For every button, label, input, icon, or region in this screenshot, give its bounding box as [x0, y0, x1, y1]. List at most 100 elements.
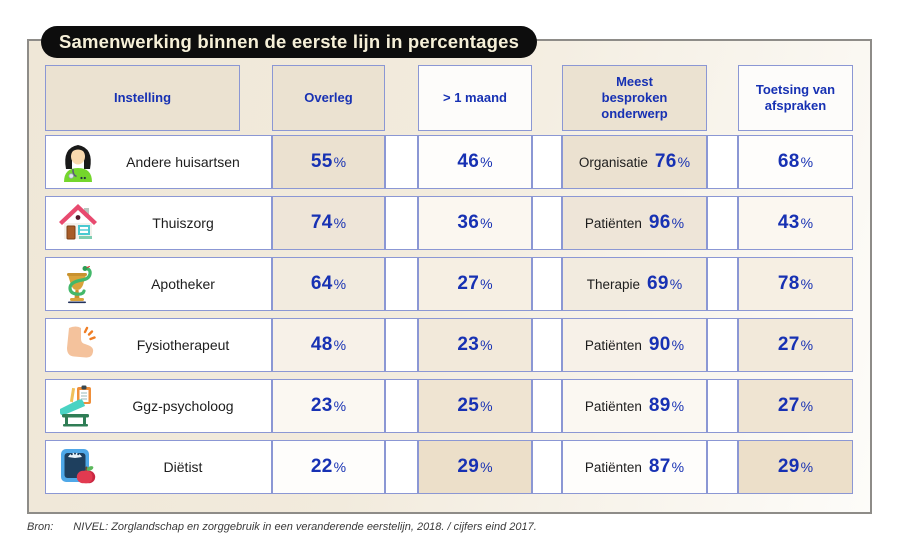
house-icon: [55, 200, 101, 246]
percent-sign: %: [800, 398, 814, 414]
source-text: NIVEL: Zorglandschap en zorggebruik in e…: [73, 521, 537, 533]
cell-onderwerp: Patiënten 96%: [562, 196, 707, 250]
cell-onderwerp: Therapie 69%: [562, 257, 707, 311]
page-title: Samenwerking binnen de eerste lijn in pe…: [41, 26, 538, 58]
spacer-cell: [532, 318, 562, 372]
row-label: Ggz-psycholoog: [132, 398, 234, 414]
cell-toetsing: 27%: [738, 379, 853, 433]
table-row: Apotheker 64% 27% Therapie 69% 78%: [45, 257, 853, 311]
cell-maand: 46%: [418, 135, 532, 189]
percent-sign: %: [800, 154, 814, 170]
cell-onderwerp: Patiënten 89%: [562, 379, 707, 433]
overleg-value: 74: [310, 212, 333, 233]
spacer-cell: [532, 135, 562, 189]
cell-onderwerp: Patiënten 90%: [562, 318, 707, 372]
cell-toetsing: 43%: [738, 196, 853, 250]
toetsing-value: 68: [777, 151, 800, 172]
topic-value: 69: [647, 273, 669, 294]
percent-sign: %: [480, 276, 493, 292]
row-label: Diëtist: [163, 459, 203, 475]
topic-value: 90: [648, 334, 671, 355]
cell-overleg: 48%: [272, 318, 385, 372]
spacer-cell: [385, 135, 418, 189]
topic-label: Patiënten: [584, 459, 642, 475]
spacer-cell: [707, 318, 738, 372]
column-header-maand: > 1 maand: [418, 65, 532, 131]
scale-icon: [55, 444, 101, 490]
percent-sign: %: [671, 398, 685, 414]
table-row: Ggz-psycholoog 23% 25% Patiënten 89% 27%: [45, 379, 853, 433]
spacer-cell: [385, 440, 418, 494]
cell-instelling: Andere huisartsen: [45, 135, 272, 189]
cell-toetsing: 68%: [738, 135, 853, 189]
spacer-cell: [532, 440, 562, 494]
toetsing-value: 27: [777, 334, 800, 355]
column-header-onderwerp: Meest besproken onderwerp: [562, 65, 707, 131]
table-row: Thuiszorg 74% 36% Patiënten 96% 43%: [45, 196, 853, 250]
toetsing-value: 29: [777, 456, 800, 477]
data-table: Instelling Overleg > 1 maand Meest bespr…: [45, 65, 853, 494]
header-row: Instelling Overleg > 1 maand Meest bespr…: [45, 65, 853, 131]
cell-maand: 36%: [418, 196, 532, 250]
overleg-value: 55: [310, 151, 333, 172]
topic-value: 87: [648, 456, 671, 477]
percent-sign: %: [333, 459, 347, 475]
percent-sign: %: [480, 337, 493, 353]
topic-label: Patiënten: [584, 398, 642, 414]
topic-label: Organisatie: [578, 154, 648, 170]
maand-value: 23: [457, 334, 480, 355]
cell-instelling: Thuiszorg: [45, 196, 272, 250]
percent-sign: %: [480, 154, 493, 170]
cell-instelling: Diëtist: [45, 440, 272, 494]
percent-sign: %: [333, 398, 347, 414]
percent-sign: %: [333, 154, 347, 170]
row-label: Andere huisartsen: [126, 154, 240, 170]
header-gap: [707, 65, 738, 131]
topic-value: 76: [654, 151, 677, 172]
row-label: Thuiszorg: [152, 215, 214, 231]
cell-overleg: 23%: [272, 379, 385, 433]
header-gap: [532, 65, 562, 131]
topic-label: Patiënten: [584, 337, 642, 353]
couch-icon: [55, 383, 101, 429]
spacer-cell: [385, 196, 418, 250]
source-note: Bron: NIVEL: Zorglandschap en zorggebruik…: [27, 521, 537, 533]
doctor-icon: [55, 139, 101, 185]
overleg-value: 48: [310, 334, 333, 355]
table-body: Andere huisartsen 55% 46% Organisatie 76…: [45, 135, 853, 494]
maand-value: 29: [457, 456, 480, 477]
cell-maand: 27%: [418, 257, 532, 311]
maand-value: 36: [457, 212, 480, 233]
topic-value: 89: [648, 395, 671, 416]
percent-sign: %: [800, 337, 814, 353]
maand-value: 27: [457, 273, 480, 294]
spacer-cell: [385, 318, 418, 372]
cell-toetsing: 78%: [738, 257, 853, 311]
spacer-cell: [385, 379, 418, 433]
topic-value: 96: [648, 212, 671, 233]
column-header-instelling: Instelling: [45, 65, 240, 131]
cell-instelling: Apotheker: [45, 257, 272, 311]
spacer-cell: [707, 257, 738, 311]
table-row: Diëtist 22% 29% Patiënten 87% 29%: [45, 440, 853, 494]
percent-sign: %: [333, 276, 347, 292]
spacer-cell: [385, 257, 418, 311]
cell-instelling: Fysiotherapeut: [45, 318, 272, 372]
maand-value: 25: [457, 395, 480, 416]
cell-onderwerp: Organisatie 76%: [562, 135, 707, 189]
cell-maand: 23%: [418, 318, 532, 372]
cell-instelling: Ggz-psycholoog: [45, 379, 272, 433]
pharmacy-icon: [55, 261, 101, 307]
overleg-value: 22: [310, 456, 333, 477]
header-gap: [385, 65, 418, 131]
percent-sign: %: [480, 215, 493, 231]
cell-overleg: 64%: [272, 257, 385, 311]
cell-onderwerp: Patiënten 87%: [562, 440, 707, 494]
topic-label: Patiënten: [584, 215, 642, 231]
spacer-cell: [532, 379, 562, 433]
cell-overleg: 55%: [272, 135, 385, 189]
percent-sign: %: [671, 215, 685, 231]
percent-sign: %: [671, 337, 685, 353]
overleg-value: 23: [310, 395, 333, 416]
